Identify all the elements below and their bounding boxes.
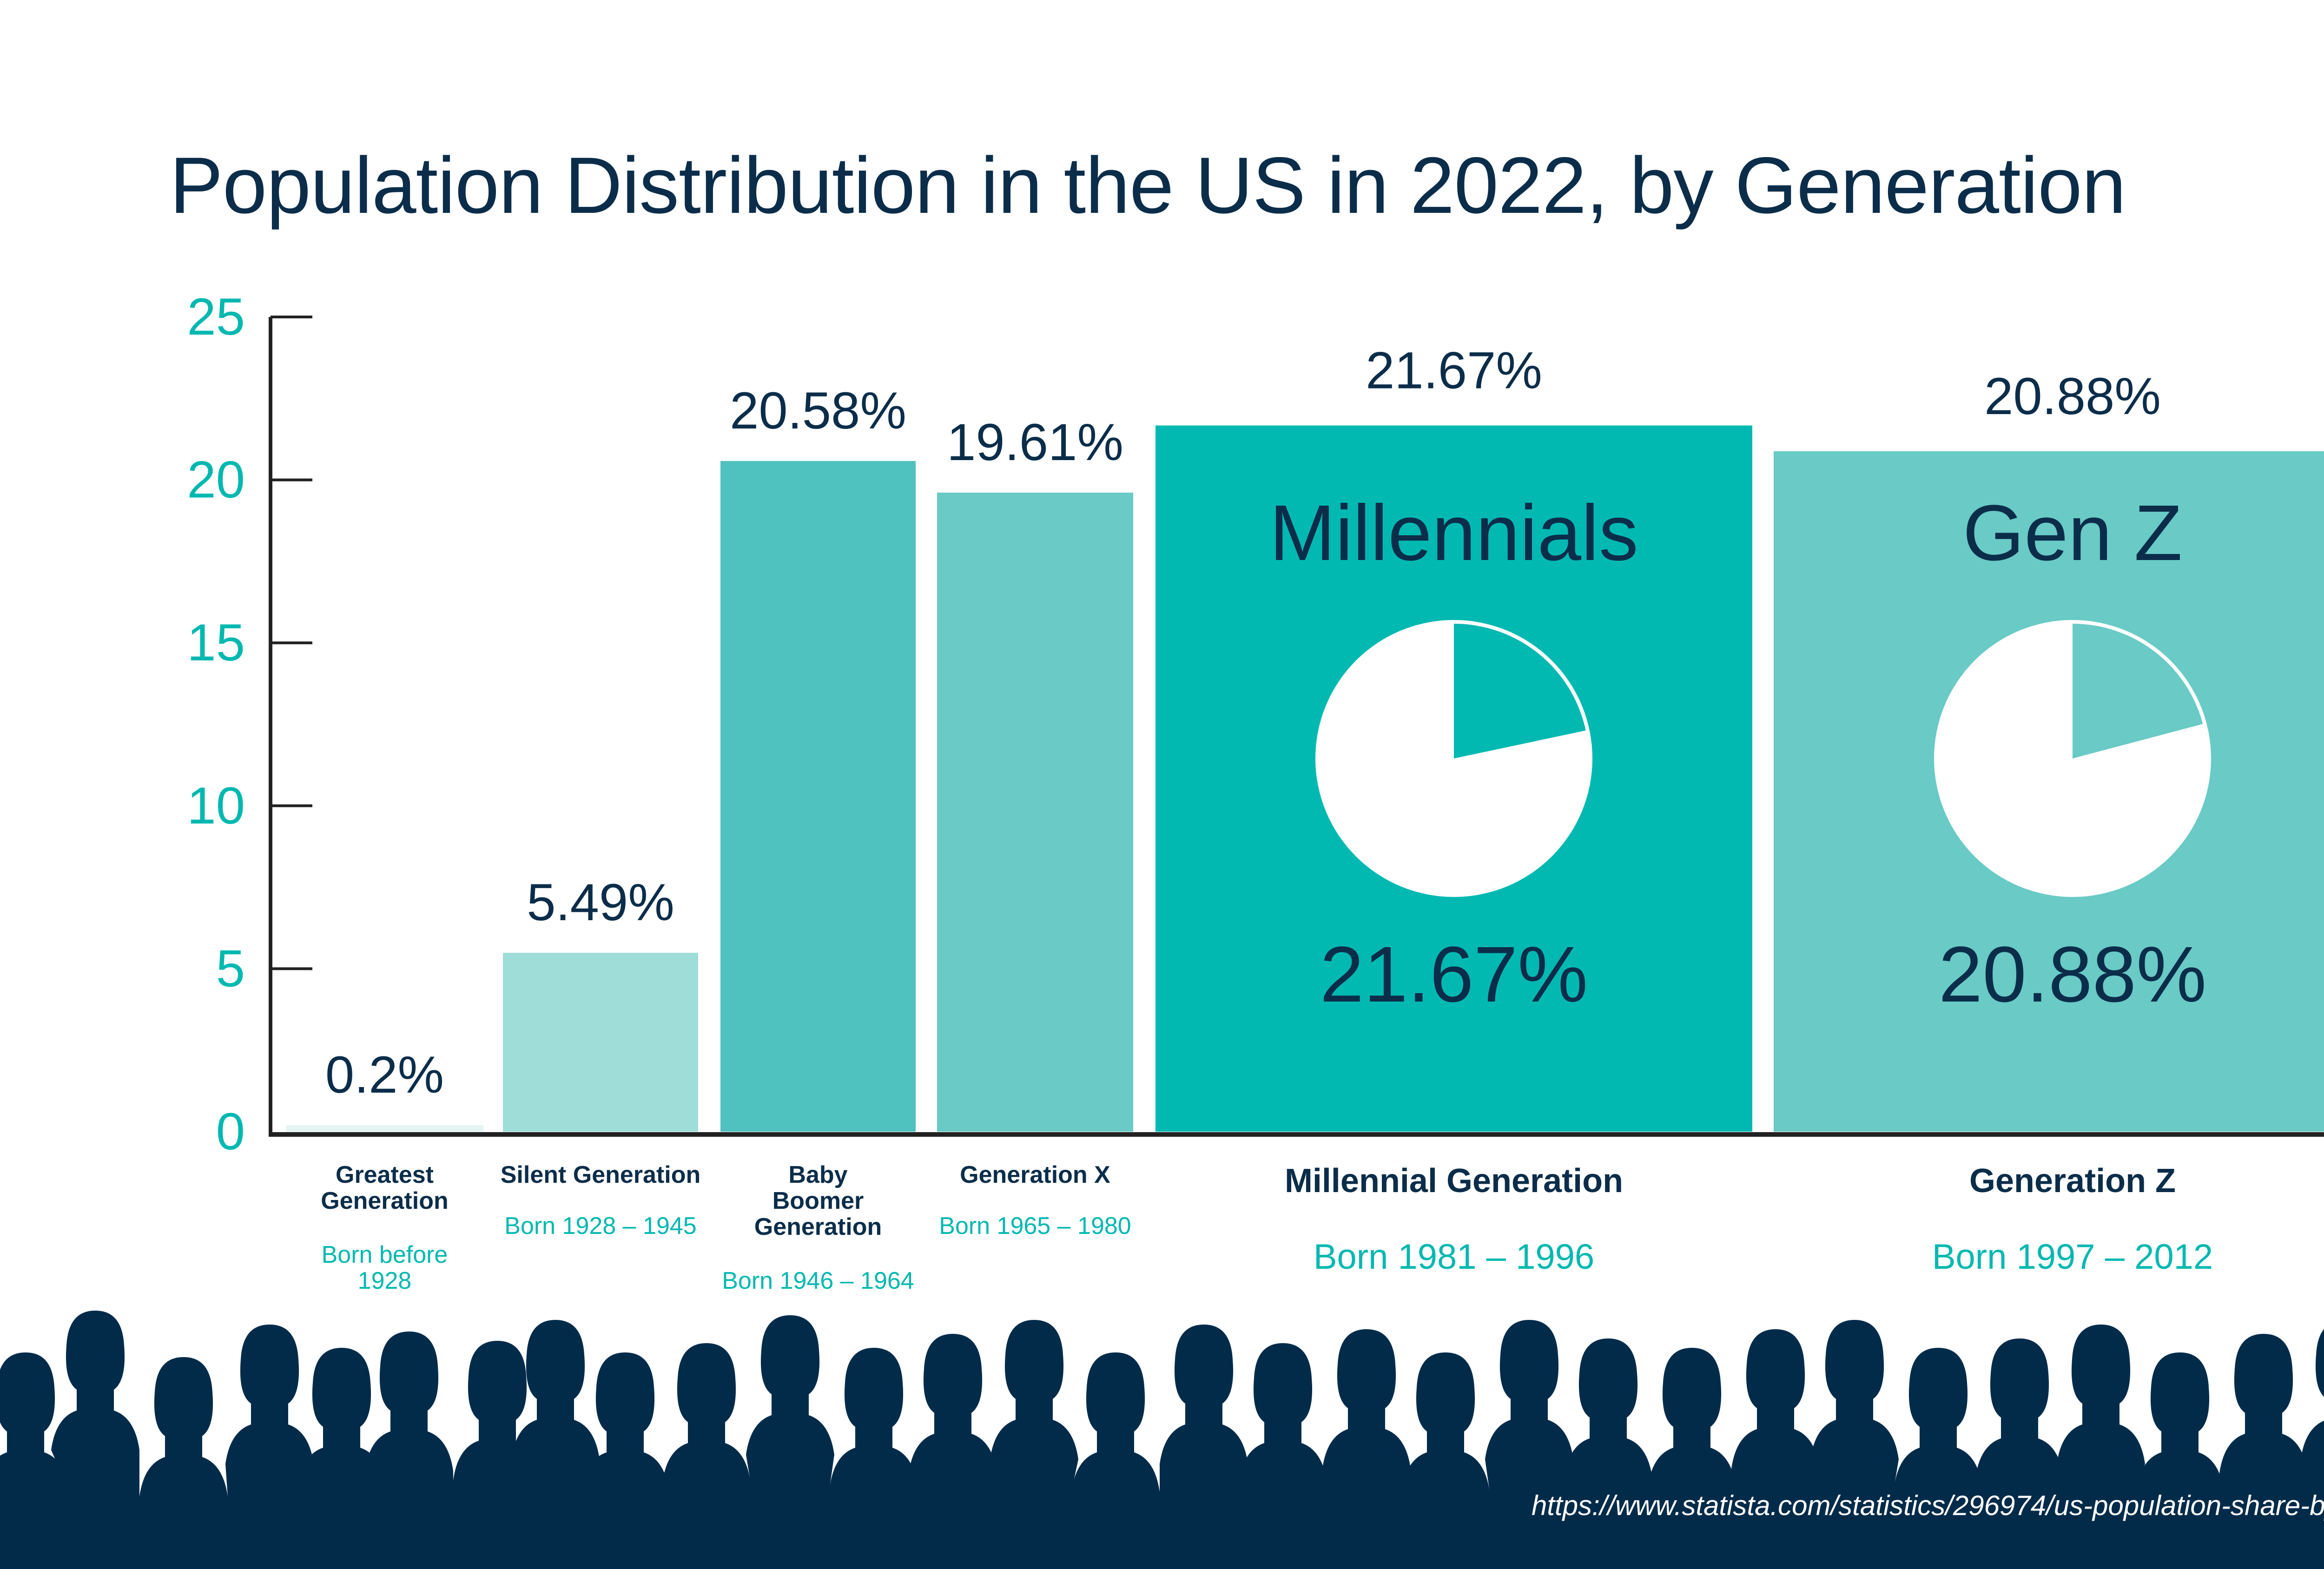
y-tick-label: 15 — [187, 613, 245, 672]
y-tick-label: 20 — [187, 451, 245, 509]
category-label: Millennial Generation — [1285, 1162, 1623, 1200]
chart-title: Population Distribution in the US in 202… — [170, 141, 2126, 230]
born-range-label: Born 1928 – 1945 — [504, 1213, 696, 1239]
category-label: Generation Z — [1969, 1162, 2176, 1200]
y-tick-label: 25 — [187, 288, 245, 346]
born-range-label: 1928 — [358, 1267, 412, 1294]
bar-inner-value: 21.67% — [1320, 930, 1588, 1019]
category-label: Generation — [321, 1187, 449, 1214]
born-range-label: Born 1946 – 1964 — [722, 1267, 914, 1294]
bar-inner-title: Millennials — [1269, 489, 1638, 577]
bar-inner-value: 20.88% — [1939, 930, 2207, 1019]
born-range-label: Born 1965 – 1980 — [939, 1213, 1131, 1239]
source-url[interactable]: https://www.statista.com/statistics/2969… — [1532, 1490, 2324, 1521]
y-tick-label: 0 — [216, 1102, 245, 1160]
bar-value-label: 5.49% — [527, 873, 674, 931]
born-range-label: Born before — [322, 1241, 448, 1268]
category-label: Baby — [788, 1161, 847, 1188]
born-range-label: Born 1981 – 1996 — [1314, 1237, 1594, 1277]
crowd-silhouette-shape — [0, 1311, 2324, 1569]
bar-value-label: 19.61% — [947, 413, 1123, 471]
bar — [286, 1125, 483, 1132]
bar — [937, 492, 1133, 1132]
category-label: Generation X — [960, 1161, 1110, 1188]
born-range-label: Born 1997 – 2012 — [1932, 1237, 2213, 1277]
bar-value-label: 21.67% — [1366, 341, 1542, 399]
bar — [503, 953, 698, 1132]
crowd-silhouette — [0, 1311, 2324, 1569]
y-axis: 0 5 10 15 20 25 — [187, 288, 2324, 1160]
category-label: Boomer — [772, 1187, 864, 1214]
pie-slice — [2073, 624, 2203, 758]
category-label: Greatest — [336, 1161, 434, 1188]
bar-value-label: 20.58% — [730, 382, 906, 440]
y-tick-label: 5 — [216, 939, 245, 997]
bar-value-label: 0.2% — [325, 1046, 444, 1104]
pie-slice — [1454, 624, 1586, 758]
bar — [720, 461, 916, 1132]
bar-value-label: 20.88% — [1984, 367, 2161, 425]
category-label: Silent Generation — [501, 1161, 701, 1188]
y-tick-label: 10 — [187, 777, 245, 835]
bar-inner-title: Gen Z — [1963, 489, 2182, 577]
category-label: Generation — [754, 1213, 882, 1240]
